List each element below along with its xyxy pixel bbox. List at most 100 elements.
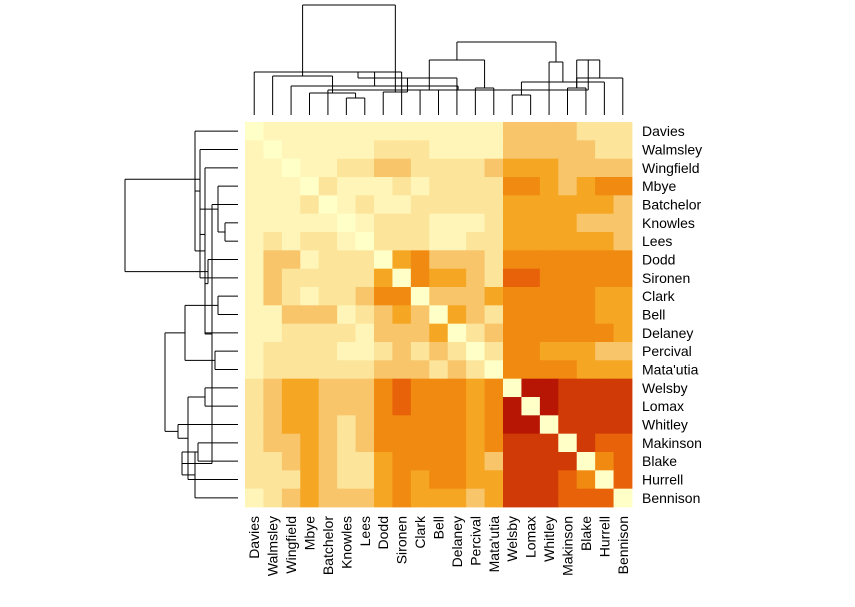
heatmap-cell [447,415,467,435]
heatmap-cell [558,323,578,343]
heatmap-cell [521,415,541,435]
heatmap-cell [613,433,633,453]
heatmap-cell [281,433,301,453]
heatmap-cell [263,342,283,361]
heatmap-cell [263,232,283,251]
heatmap-cell [539,415,559,435]
heatmap-cell [374,268,393,288]
heatmap-cell [355,397,375,416]
heatmap-cell [337,305,356,325]
heatmap-cell [484,250,504,270]
heatmap-cell [576,177,596,196]
heatmap-cell [374,177,393,196]
heatmap-cell [447,452,467,471]
heatmap-cell [337,342,356,361]
row-dendrogram [124,130,238,499]
heatmap-cell [447,323,467,343]
heatmap-cell [521,433,541,453]
column-label: Mbye [302,516,318,550]
heatmap-cell [595,213,614,233]
heatmap-cell [355,415,375,435]
heatmap-cell [466,195,485,215]
heatmap-cell [447,287,467,306]
heatmap-cell [539,397,559,416]
heatmap-cell [576,287,596,306]
row-label: Delaney [642,325,693,341]
column-label: Makinson [560,516,576,576]
heatmap-cell [503,250,522,270]
heatmap-cell [337,470,356,490]
heatmap-cell [245,268,264,288]
heatmap-cell [281,488,301,508]
column-label: Lomax [523,516,539,558]
heatmap-cell [576,305,596,325]
heatmap-cell [355,232,375,251]
heatmap-cell [429,452,449,471]
heatmap-cell [337,122,356,141]
row-label: Bell [642,307,665,323]
heatmap-cell [595,342,614,361]
heatmap-cell [558,140,578,160]
heatmap-cell [263,433,283,453]
heatmap-cell [245,140,264,160]
heatmap-cell [539,342,559,361]
heatmap-cell [503,287,522,306]
heatmap-cell [484,433,504,453]
heatmap-cell [558,342,578,361]
heatmap-cell [300,470,320,490]
heatmap-cell [595,415,614,435]
heatmap-cell [263,470,283,490]
heatmap-cell [429,122,449,141]
heatmap-cell [539,323,559,343]
column-label: Wingfield [283,516,299,574]
heatmap-cell [539,360,559,380]
heatmap-cell [429,268,449,288]
heatmap-cell [595,470,614,490]
heatmap-cell [245,415,264,435]
heatmap-cell [466,122,485,141]
row-label: Mbye [642,178,676,194]
heatmap-cell [300,122,320,141]
heatmap-cell [281,122,301,141]
heatmap-cell [429,195,449,215]
heatmap-cell [245,397,264,416]
heatmap-cell [576,360,596,380]
heatmap-cell [263,378,283,398]
heatmap-cell [466,360,485,380]
heatmap-cell [539,433,559,453]
heatmap-cell [263,287,283,306]
heatmap-cell [410,433,430,453]
heatmap-cell [503,195,522,215]
column-label: Welsby [504,516,520,562]
heatmap-cell [281,213,301,233]
heatmap-cell [337,452,356,471]
heatmap-cell [337,250,356,270]
heatmap-cell [263,488,283,508]
heatmap-cell [410,470,430,490]
heatmap-cell [410,378,430,398]
heatmap-cell [503,452,522,471]
heatmap-cell [558,287,578,306]
heatmap-cell [613,287,633,306]
heatmap-cell [318,122,338,141]
heatmap-cell [263,323,283,343]
heatmap-cell [595,195,614,215]
heatmap-cell [392,397,412,416]
heatmap-cell [484,378,504,398]
heatmap-cell [392,378,412,398]
row-label: Wingfield [642,160,700,176]
heatmap-cell [539,287,559,306]
heatmap-cell [245,232,264,251]
heatmap-cell [281,378,301,398]
heatmap-cell [484,470,504,490]
heatmap-cell [300,360,320,380]
heatmap-cell [466,342,485,361]
heatmap-cell [484,140,504,160]
heatmap-cell [429,378,449,398]
heatmap-cell [410,397,430,416]
heatmap-cell [263,195,283,215]
heatmap-cell [318,433,338,453]
heatmap-cell [466,268,485,288]
heatmap-cell [392,342,412,361]
heatmap-cell [539,268,559,288]
